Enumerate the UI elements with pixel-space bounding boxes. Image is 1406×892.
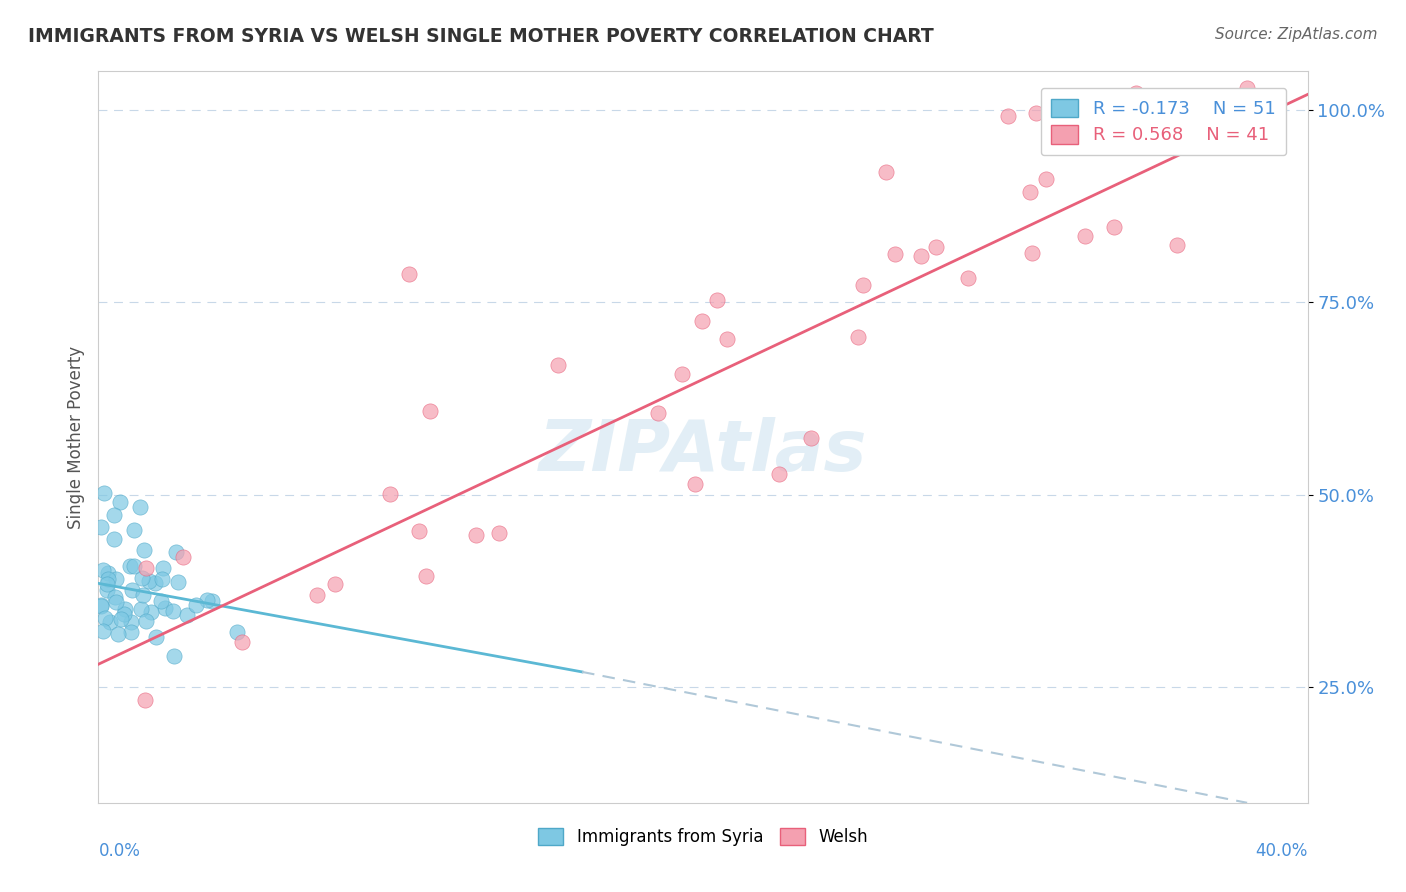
Point <box>1166 237 1188 252</box>
Point <box>1021 246 1043 260</box>
Point <box>104 572 127 586</box>
Text: ZIPAtlas: ZIPAtlas <box>538 417 868 486</box>
Point <box>671 367 693 381</box>
Point <box>152 561 174 575</box>
Point <box>93 486 115 500</box>
Point <box>201 593 224 607</box>
Point <box>110 612 132 626</box>
Point <box>1074 228 1097 243</box>
Point <box>120 615 142 629</box>
Point <box>162 604 184 618</box>
Point <box>176 608 198 623</box>
Point <box>121 582 143 597</box>
Point <box>768 467 790 481</box>
Point <box>163 649 186 664</box>
Point <box>465 528 488 542</box>
Point <box>120 625 142 640</box>
Legend: Immigrants from Syria, Welsh: Immigrants from Syria, Welsh <box>531 822 875 853</box>
Point <box>419 404 441 418</box>
Point <box>131 571 153 585</box>
Text: 40.0%: 40.0% <box>1256 842 1308 860</box>
Point <box>875 165 897 179</box>
Point <box>852 277 875 292</box>
Text: IMMIGRANTS FROM SYRIA VS WELSH SINGLE MOTHER POVERTY CORRELATION CHART: IMMIGRANTS FROM SYRIA VS WELSH SINGLE MO… <box>28 27 934 45</box>
Point <box>114 602 136 616</box>
Point <box>1173 107 1195 121</box>
Point <box>129 500 152 514</box>
Point <box>910 249 932 263</box>
Point <box>90 599 112 613</box>
Point <box>108 495 131 509</box>
Point <box>124 558 146 573</box>
Point <box>103 508 125 522</box>
Point <box>165 544 187 558</box>
Point <box>97 566 120 581</box>
Point <box>706 293 728 307</box>
Point <box>690 314 713 328</box>
Point <box>925 240 948 254</box>
Point <box>307 588 329 602</box>
Point <box>145 631 167 645</box>
Point <box>1125 86 1147 100</box>
Point <box>167 574 190 589</box>
Point <box>132 588 155 602</box>
Point <box>398 267 420 281</box>
Point <box>91 624 114 638</box>
Point <box>132 542 155 557</box>
Point <box>226 624 249 639</box>
Point <box>231 634 253 648</box>
Point <box>195 593 218 607</box>
Point <box>150 572 173 586</box>
Point <box>94 611 117 625</box>
Point <box>408 524 430 539</box>
Y-axis label: Single Mother Poverty: Single Mother Poverty <box>66 345 84 529</box>
Point <box>104 590 127 604</box>
Point <box>135 560 157 574</box>
Point <box>184 598 207 612</box>
Point <box>97 572 120 586</box>
Point <box>1116 132 1139 146</box>
Text: Source: ZipAtlas.com: Source: ZipAtlas.com <box>1215 27 1378 42</box>
Point <box>138 574 160 588</box>
Point <box>96 583 118 598</box>
Point <box>98 615 121 629</box>
Point <box>1102 219 1125 234</box>
Point <box>105 595 128 609</box>
Point <box>155 601 177 615</box>
Point <box>716 332 738 346</box>
Point <box>1236 80 1258 95</box>
Point <box>103 533 125 547</box>
Point <box>1019 185 1042 199</box>
Point <box>547 358 569 372</box>
Point <box>1035 171 1057 186</box>
Point <box>107 627 129 641</box>
Point <box>685 477 707 491</box>
Point <box>131 602 153 616</box>
Point <box>139 605 162 619</box>
Point <box>846 329 869 343</box>
Point <box>323 577 346 591</box>
Point <box>135 614 157 628</box>
Point <box>134 692 156 706</box>
Point <box>90 520 112 534</box>
Point <box>112 607 135 622</box>
Point <box>997 109 1019 123</box>
Point <box>1025 105 1047 120</box>
Point <box>150 594 173 608</box>
Point <box>957 271 980 285</box>
Point <box>91 564 114 578</box>
Point <box>96 577 118 591</box>
Text: 0.0%: 0.0% <box>98 842 141 860</box>
Point <box>884 247 907 261</box>
Point <box>800 431 823 445</box>
Point <box>118 559 141 574</box>
Point <box>378 486 401 500</box>
Point <box>90 599 112 613</box>
Point <box>415 569 437 583</box>
Point <box>488 525 510 540</box>
Point <box>172 550 194 565</box>
Point <box>647 406 669 420</box>
Point <box>122 523 145 537</box>
Point <box>143 576 166 591</box>
